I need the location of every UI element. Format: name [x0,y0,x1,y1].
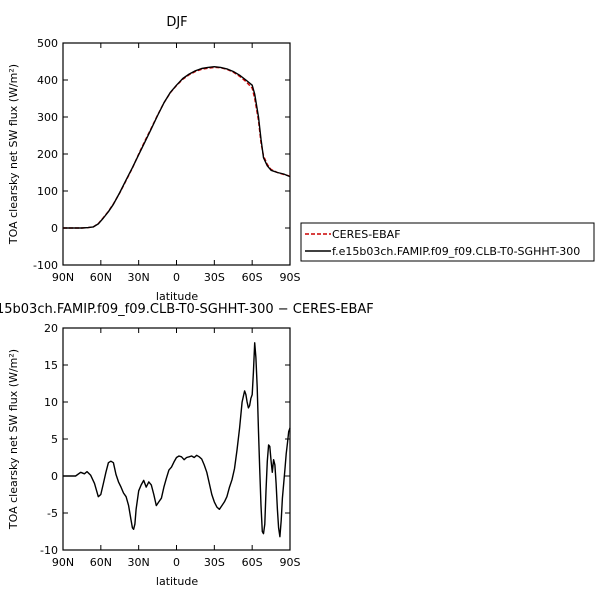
x-tick-label: 30N [128,271,150,284]
y-tick-label: -5 [47,507,58,520]
y-tick-label: -100 [33,259,58,272]
top-plot-frame [62,42,291,266]
legend-label-ceres: CERES-EBAF [332,228,401,241]
x-tick-label: 60N [90,556,112,569]
bottom-chart-title: f.e15b03ch.FAMIP.f09_f09.CLB-T0-SGHHT-30… [0,302,374,317]
y-tick-label: 400 [37,74,58,87]
x-tick-label: 60N [90,271,112,284]
series-line-1 [63,65,291,229]
y-tick-label: 0 [51,470,58,483]
x-tick-label: 90S [280,556,301,569]
top-chart-title: DJF [166,15,187,30]
series-line-0 [63,66,291,229]
y-tick-label: -10 [40,544,58,557]
bottom-x-axis-label: latitude [156,575,198,588]
legend-label-model: f.e15b03ch.FAMIP.f09_f09.CLB-T0-SGHHT-30… [332,245,580,258]
x-tick-label: 90N [52,271,74,284]
y-tick-label: 200 [37,148,58,161]
top-line-chart: DJF -100 0 100 200 300 400 500 90N 60N 30N 0 30S 60… [7,15,301,303]
x-tick-label: 90N [52,556,74,569]
x-tick-label: 30S [204,271,225,284]
top-x-axis-label: latitude [156,290,198,303]
x-tick-label: 0 [173,271,180,284]
x-tick-label: 0 [173,556,180,569]
y-tick-label: 20 [44,322,58,335]
y-tick-label: 10 [44,396,58,409]
bottom-difference-chart: f.e15b03ch.FAMIP.f09_f09.CLB-T0-SGHHT-30… [0,302,374,588]
bottom-y-axis-label: TOA clearsky net SW flux (W/m²) [7,349,20,530]
top-y-axis-label: TOA clearsky net SW flux (W/m²) [7,64,20,245]
y-tick-label: 0 [51,222,58,235]
legend: CERES-EBAF f.e15b03ch.FAMIP.f09_f09.CLB-… [300,222,595,262]
y-tick-label: 5 [51,433,58,446]
legend-box [300,222,595,262]
y-tick-label: 300 [37,111,58,124]
series-line-0 [63,342,291,538]
x-tick-label: 90S [280,271,301,284]
y-tick-label: 500 [37,37,58,50]
x-tick-label: 30N [128,556,150,569]
y-tick-label: 15 [44,359,58,372]
x-tick-label: 30S [204,556,225,569]
x-tick-label: 60S [242,271,263,284]
y-tick-label: 100 [37,185,58,198]
x-tick-label: 60S [242,556,263,569]
